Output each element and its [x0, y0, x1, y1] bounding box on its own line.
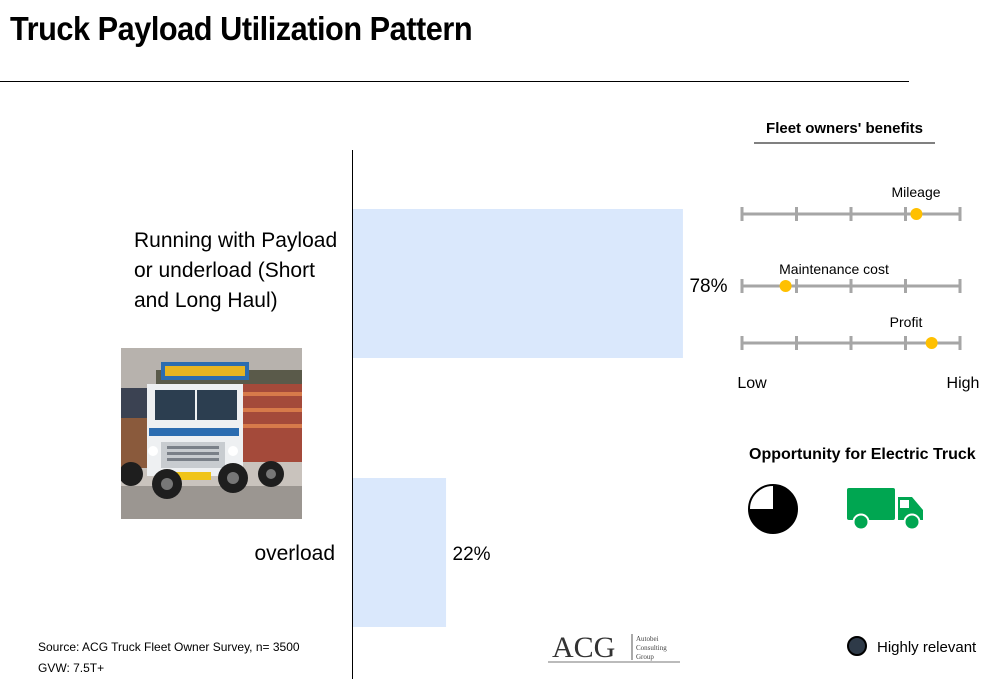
source-line: Source: ACG Truck Fleet Owner Survey, n=… [38, 640, 300, 654]
truck-photo [121, 348, 302, 519]
category-label-line: or underload (Short [134, 259, 315, 282]
slider-label: Profit [890, 314, 923, 330]
category-label: overload [254, 542, 335, 565]
slider-layer: Mileage Maintenance cost Profit [740, 184, 962, 350]
slider-label: Maintenance cost [779, 261, 889, 277]
bar-value-label: 22% [453, 544, 491, 565]
slider-label: Mileage [891, 184, 940, 200]
category-label: Running with Payload or underload (Short a… [134, 229, 337, 312]
scale-low-label: Low [737, 375, 767, 392]
acg-logo: ACG Autobei Consulting Group [548, 631, 680, 664]
bar-value-label: 78% [689, 276, 727, 297]
legend-label: Highly relevant [877, 639, 977, 656]
category-label-line: and Long Haul) [134, 289, 278, 312]
page-title: Truck Payload Utilization Pattern [10, 10, 473, 47]
bars-layer: 78% 22% [353, 209, 728, 627]
logo-line-3: Group [636, 653, 654, 661]
title-divider [0, 81, 909, 82]
harvey-ball-icon [748, 484, 798, 534]
slider-marker [925, 337, 938, 349]
slider-marker [779, 280, 792, 292]
logo-line-2: Consulting [636, 644, 667, 652]
benefits-heading: Fleet owners' benefits [754, 120, 935, 144]
legend-dot-icon [847, 636, 867, 656]
opportunity-title: Opportunity for Electric Truck [749, 446, 976, 463]
bar-1 [353, 209, 683, 358]
logo-line-1: Autobei [636, 635, 659, 643]
scale-high-label: High [947, 375, 980, 392]
bar-2 [353, 478, 447, 627]
category-label-line: overload [254, 542, 335, 565]
logo-mark: ACG [552, 631, 615, 664]
source-note: Source: ACG Truck Fleet Owner Survey, n=… [38, 637, 300, 679]
electric-truck-icon [847, 488, 923, 531]
slider-marker [910, 208, 923, 220]
category-labels: Running with Payload or underload (Short a… [134, 229, 337, 565]
gvw-line: GVW: 7.5T+ [38, 661, 105, 675]
category-label-line: Running with Payload [134, 229, 337, 252]
